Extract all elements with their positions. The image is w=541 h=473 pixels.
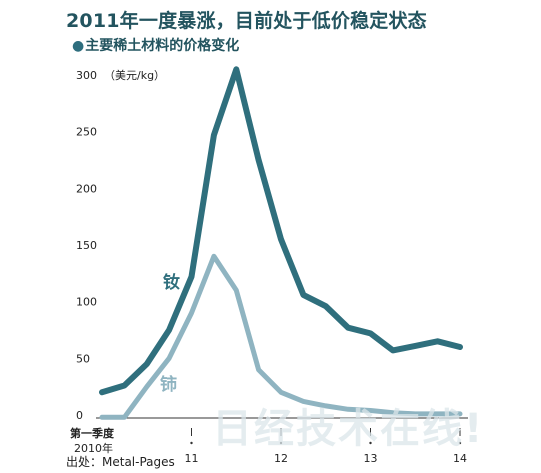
y-tick-label-50: 50 [76, 352, 90, 365]
x-tick-label-11: 11 [185, 452, 199, 465]
y-tick-label-250: 250 [76, 126, 97, 139]
x-tick-dot-11 [190, 442, 192, 444]
series-line-ce [102, 256, 460, 417]
x-tick-label-start: 第一季度 [70, 426, 115, 440]
series-line-nd [102, 69, 460, 392]
series-label-ce: 铈 [160, 374, 177, 395]
y-tick-label-300: 300 [76, 69, 97, 82]
y-tick-label-100: 100 [76, 296, 97, 309]
source-note: 出处：Metal-Pages [66, 453, 175, 470]
y-tick-label-200: 200 [76, 182, 97, 195]
y-tick-label-0: 0 [76, 409, 83, 422]
series-label-nd: 钕 [163, 272, 180, 293]
watermark: 日经技术在线! [212, 396, 484, 454]
y-axis-unit-label: （美元/kg） [104, 69, 165, 82]
y-tick-label-150: 150 [76, 239, 97, 252]
